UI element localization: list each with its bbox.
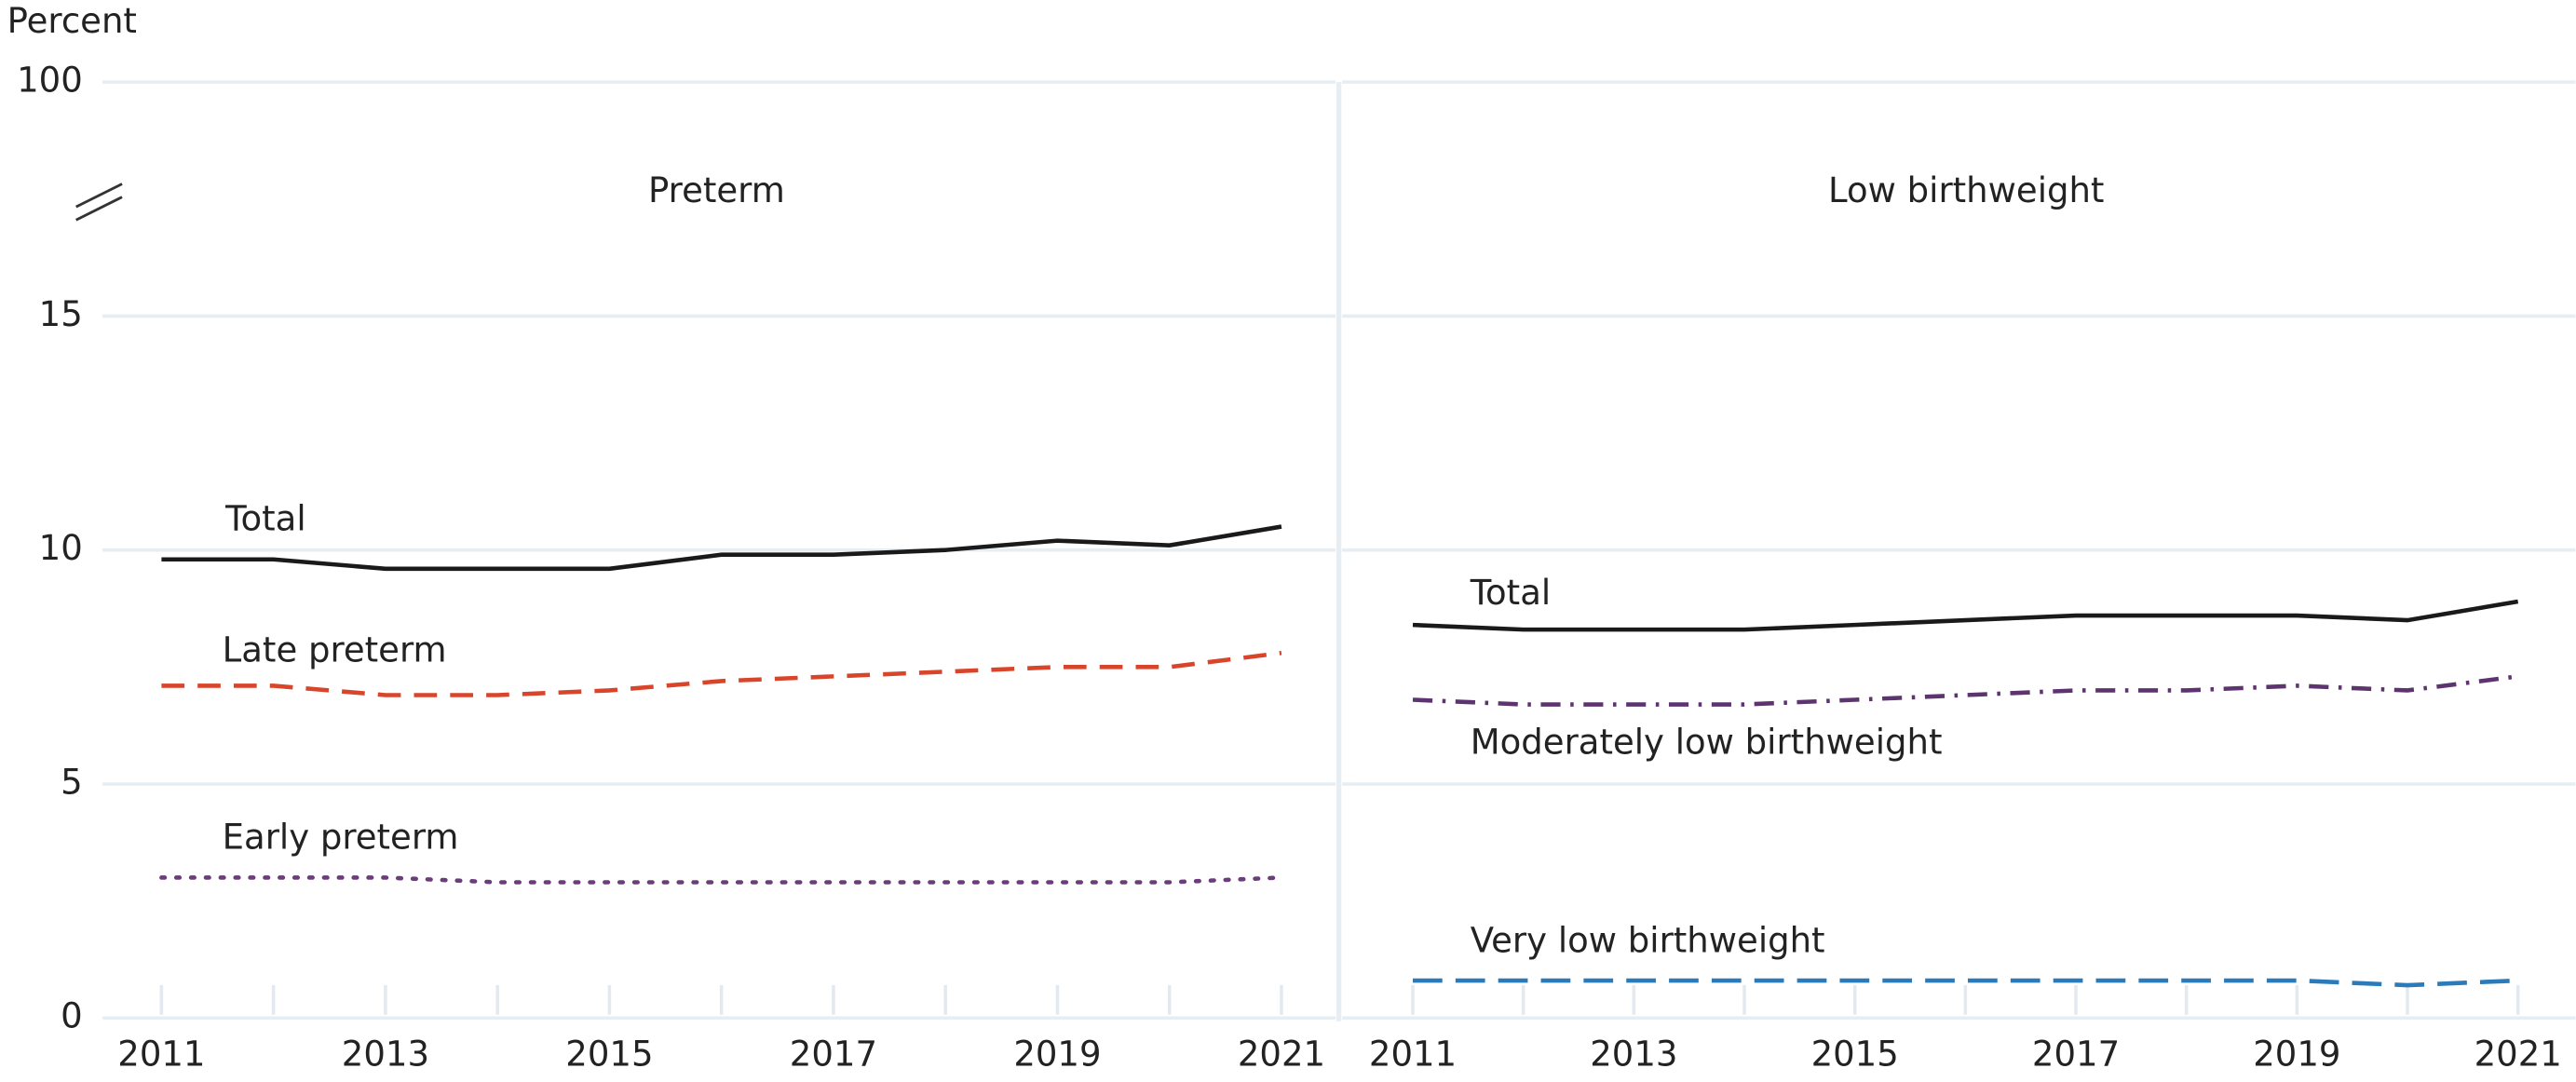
x-tick-label: 2021 [2474,1034,2562,1074]
series-line [1413,978,2518,988]
x-tick-label: 2011 [117,1034,205,1074]
series-label: Total [1470,573,1551,613]
y-tick-label: 100 [17,61,83,101]
x-tick-label: 2013 [342,1034,429,1074]
series-label: Very low birthweight [1471,921,1825,961]
series-label: Total [224,498,305,538]
x-tick-label: 2021 [1238,1034,1325,1074]
series-label: Early preterm [223,818,459,858]
y-tick-label: 5 [61,762,83,802]
panel-title: Low birthweight [1828,170,2104,210]
series-label: Moderately low birthweight [1471,722,1943,762]
series-line [161,524,1282,572]
series-label: Late preterm [223,630,447,670]
x-tick-label: 2011 [1369,1034,1457,1074]
x-tick-label: 2019 [2253,1034,2340,1074]
y-tick-label: 15 [39,294,83,334]
y-axis-label: Percent [7,1,137,41]
panel-title: Preterm [648,170,785,210]
x-tick-label: 2019 [1013,1034,1101,1074]
x-tick-label: 2017 [2032,1034,2120,1074]
axis-break [75,183,123,222]
y-tick-label: 0 [61,996,83,1036]
x-tick-label: 2017 [790,1034,877,1074]
series-line [159,875,1284,885]
x-tick-label: 2015 [565,1034,653,1074]
x-tick-label: 2013 [1590,1034,1677,1074]
y-tick-label: 10 [39,528,83,568]
series-line [161,650,1282,697]
series-line [1412,599,2519,632]
x-tick-label: 2015 [1811,1034,1899,1074]
series-line [1412,674,2518,707]
